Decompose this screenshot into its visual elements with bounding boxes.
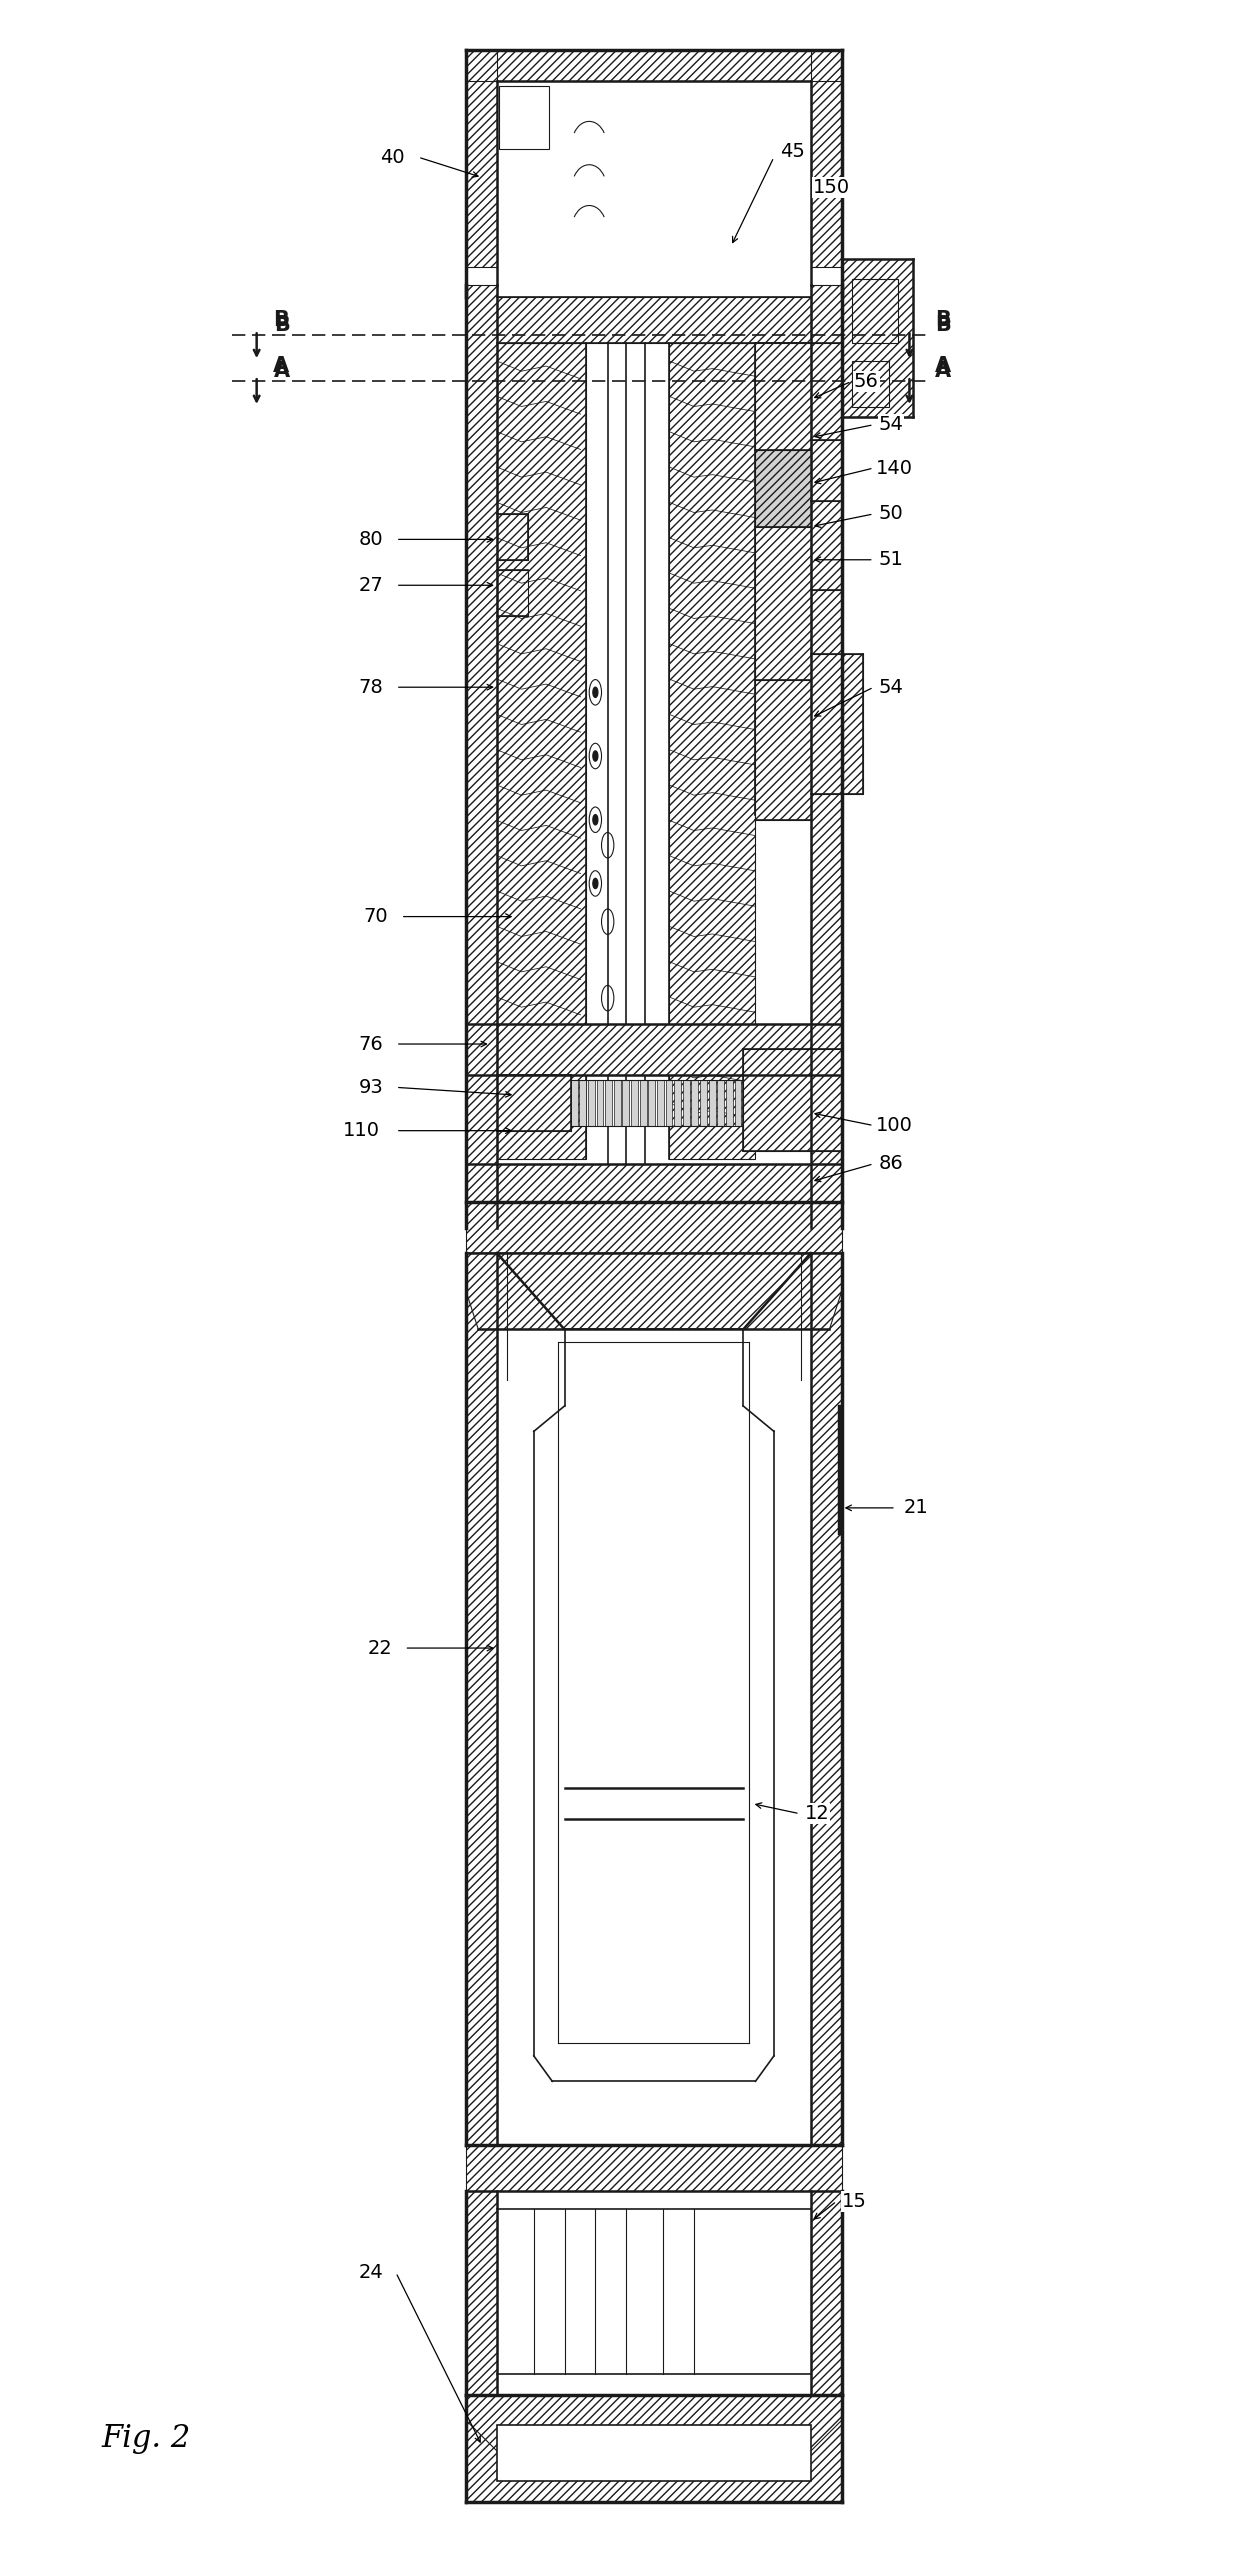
Bar	[734, 1079, 742, 1125]
Polygon shape	[670, 343, 755, 1158]
Bar	[614, 1079, 621, 1125]
Polygon shape	[466, 1253, 842, 1330]
Polygon shape	[466, 284, 497, 1227]
Text: 56: 56	[854, 371, 879, 391]
Bar	[631, 1079, 639, 1125]
Polygon shape	[811, 2191, 842, 2396]
Bar	[588, 1079, 595, 1125]
Text: 45: 45	[780, 143, 805, 161]
Circle shape	[593, 752, 598, 762]
Text: 70: 70	[363, 908, 388, 926]
Text: A: A	[935, 355, 951, 376]
Bar	[725, 1079, 733, 1125]
Polygon shape	[497, 1023, 842, 1074]
Polygon shape	[497, 343, 585, 1158]
Text: 21: 21	[903, 1498, 928, 1516]
Text: Fig. 2: Fig. 2	[102, 2421, 191, 2455]
Text: B: B	[274, 315, 290, 335]
Text: 80: 80	[358, 529, 383, 550]
Polygon shape	[811, 655, 863, 795]
Polygon shape	[755, 343, 811, 816]
Text: 40: 40	[379, 148, 404, 166]
Text: 24: 24	[358, 2263, 383, 2281]
Bar	[683, 1079, 689, 1125]
Polygon shape	[811, 343, 842, 440]
Bar	[701, 1079, 707, 1125]
Polygon shape	[466, 2396, 842, 2501]
Bar	[605, 1079, 613, 1125]
Circle shape	[593, 688, 598, 698]
Text: B: B	[935, 309, 951, 330]
Polygon shape	[811, 51, 842, 266]
Text: A: A	[274, 361, 290, 381]
Polygon shape	[466, 2396, 842, 2452]
Text: 50: 50	[879, 504, 904, 524]
Text: 140: 140	[877, 458, 913, 478]
Polygon shape	[842, 258, 913, 417]
Polygon shape	[500, 87, 548, 148]
Bar	[640, 1079, 646, 1125]
Polygon shape	[755, 680, 811, 821]
Text: 51: 51	[878, 550, 904, 570]
Polygon shape	[852, 361, 889, 407]
Polygon shape	[497, 1074, 570, 1130]
Bar	[692, 1079, 698, 1125]
Bar	[570, 1079, 578, 1125]
Polygon shape	[497, 297, 811, 343]
Polygon shape	[466, 2191, 497, 2396]
Polygon shape	[466, 2145, 842, 2191]
Bar	[717, 1079, 724, 1125]
Polygon shape	[466, 51, 497, 266]
Polygon shape	[811, 284, 842, 1227]
Bar	[622, 1079, 630, 1125]
Polygon shape	[497, 1163, 842, 1202]
Polygon shape	[755, 450, 811, 527]
Text: 12: 12	[805, 1805, 830, 1823]
Bar	[579, 1079, 587, 1125]
Text: 93: 93	[358, 1079, 383, 1097]
Text: 78: 78	[358, 678, 383, 696]
Circle shape	[593, 880, 598, 887]
Polygon shape	[466, 1202, 842, 1253]
Bar	[657, 1079, 663, 1125]
Bar	[675, 1079, 681, 1125]
Polygon shape	[852, 279, 898, 343]
Bar	[649, 1079, 655, 1125]
Bar	[709, 1079, 715, 1125]
Circle shape	[593, 816, 598, 826]
Polygon shape	[497, 514, 528, 560]
Text: B: B	[935, 315, 951, 335]
Bar	[596, 1079, 604, 1125]
Text: 100: 100	[877, 1115, 913, 1135]
Polygon shape	[743, 1048, 842, 1151]
Polygon shape	[466, 1253, 497, 2145]
Text: 54: 54	[878, 678, 904, 696]
Text: A: A	[273, 355, 289, 376]
Text: 110: 110	[342, 1120, 379, 1140]
Text: A: A	[935, 361, 951, 381]
Polygon shape	[497, 570, 528, 616]
Text: 22: 22	[367, 1639, 392, 1657]
Polygon shape	[811, 501, 842, 591]
Text: 27: 27	[358, 575, 383, 596]
Text: 54: 54	[878, 414, 904, 435]
Text: 15: 15	[842, 2191, 867, 2212]
Polygon shape	[811, 1253, 842, 2145]
Text: 76: 76	[358, 1036, 383, 1053]
Bar	[666, 1079, 672, 1125]
Text: B: B	[273, 309, 289, 330]
Text: 150: 150	[813, 179, 851, 197]
Polygon shape	[497, 2427, 811, 2480]
Text: 86: 86	[879, 1153, 904, 1174]
Polygon shape	[466, 51, 842, 82]
